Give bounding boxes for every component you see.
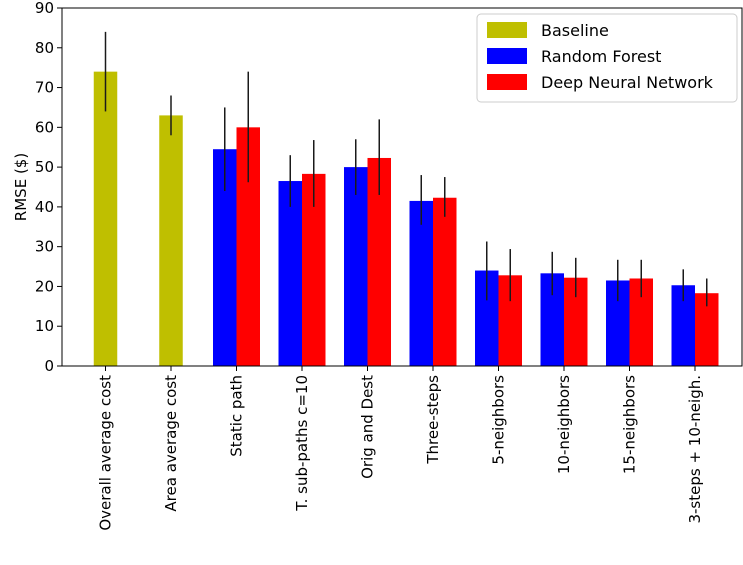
legend-swatch	[487, 74, 527, 90]
x-tick-label: 3-steps + 10-neigh.	[686, 375, 704, 524]
x-tick-label: Orig and Dest	[359, 375, 377, 479]
plot-frame	[61, 7, 743, 367]
y-tick-label: 90	[35, 0, 54, 17]
y-tick-label: 20	[35, 277, 54, 295]
bar-random-forest-2	[213, 149, 237, 366]
bar-deep-neural-network-7	[564, 277, 588, 366]
y-tick-label: 80	[35, 39, 54, 57]
bar-deep-neural-network-8	[629, 278, 653, 366]
x-tick-label: Three-steps	[424, 375, 442, 465]
x-tick-label: 10-neighbors	[555, 375, 573, 474]
x-tick-label: 15-neighbors	[621, 375, 639, 474]
legend-box	[476, 13, 738, 103]
x-tick-label: 5-neighbors	[490, 375, 508, 465]
x-tick-label: Area average cost	[162, 375, 180, 512]
y-tick-label: 10	[35, 317, 54, 335]
x-tick-label: Static path	[228, 375, 246, 457]
y-tick-label: 70	[35, 79, 54, 97]
bar-random-forest-5	[409, 200, 433, 366]
y-tick-label: 30	[35, 238, 54, 256]
legend: Baseline Random Forest Deep Neural Network	[476, 13, 738, 103]
x-tick-label: Overall average cost	[97, 375, 115, 531]
legend-label: Random Forest	[541, 47, 661, 66]
legend-swatch	[487, 22, 527, 38]
bar-deep-neural-network-5	[433, 197, 457, 366]
y-tick-label: 50	[35, 158, 54, 176]
bar-deep-neural-network-2	[236, 127, 260, 366]
error-bars-layer	[104, 31, 708, 307]
legend-label: Deep Neural Network	[541, 73, 714, 92]
y-tick-label: 40	[35, 198, 54, 216]
bars-layer	[93, 71, 719, 367]
x-tick-label: T. sub-paths c=10	[293, 375, 311, 512]
bar-baseline-1	[159, 115, 183, 367]
bar-random-forest-9	[671, 285, 695, 366]
y-axis-title: RMSE ($)	[12, 153, 30, 221]
y-axis: 0 10 20 30 40 50 60 70 80 90	[35, 0, 62, 375]
y-tick-label: 60	[35, 118, 54, 136]
bar-random-forest-6	[475, 270, 499, 366]
bar-deep-neural-network-3	[302, 173, 326, 366]
bar-random-forest-3	[278, 181, 302, 366]
y-tick-label: 0	[44, 357, 54, 375]
bar-deep-neural-network-4	[367, 157, 391, 366]
x-axis: Overall average cost Area average cost Sta…	[97, 366, 704, 531]
bar-random-forest-7	[540, 273, 564, 366]
bar-deep-neural-network-9	[695, 293, 719, 366]
legend-label: Baseline	[541, 21, 609, 40]
bar-baseline-0	[93, 71, 118, 367]
bar-deep-neural-network-6	[498, 275, 522, 366]
bar-random-forest-4	[344, 167, 368, 366]
legend-swatch	[487, 48, 527, 64]
bar-random-forest-8	[606, 280, 630, 366]
